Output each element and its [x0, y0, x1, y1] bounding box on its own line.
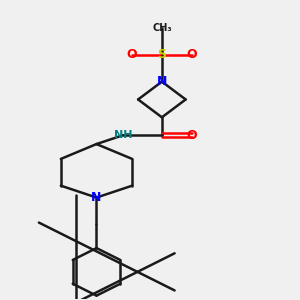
Text: O: O	[127, 48, 137, 62]
Text: N: N	[157, 75, 167, 88]
Text: O: O	[186, 48, 197, 62]
Text: CH₃: CH₃	[152, 23, 172, 33]
Text: O: O	[186, 129, 197, 142]
Text: N: N	[91, 191, 102, 204]
Text: NH: NH	[114, 130, 133, 140]
Text: S: S	[158, 48, 166, 62]
